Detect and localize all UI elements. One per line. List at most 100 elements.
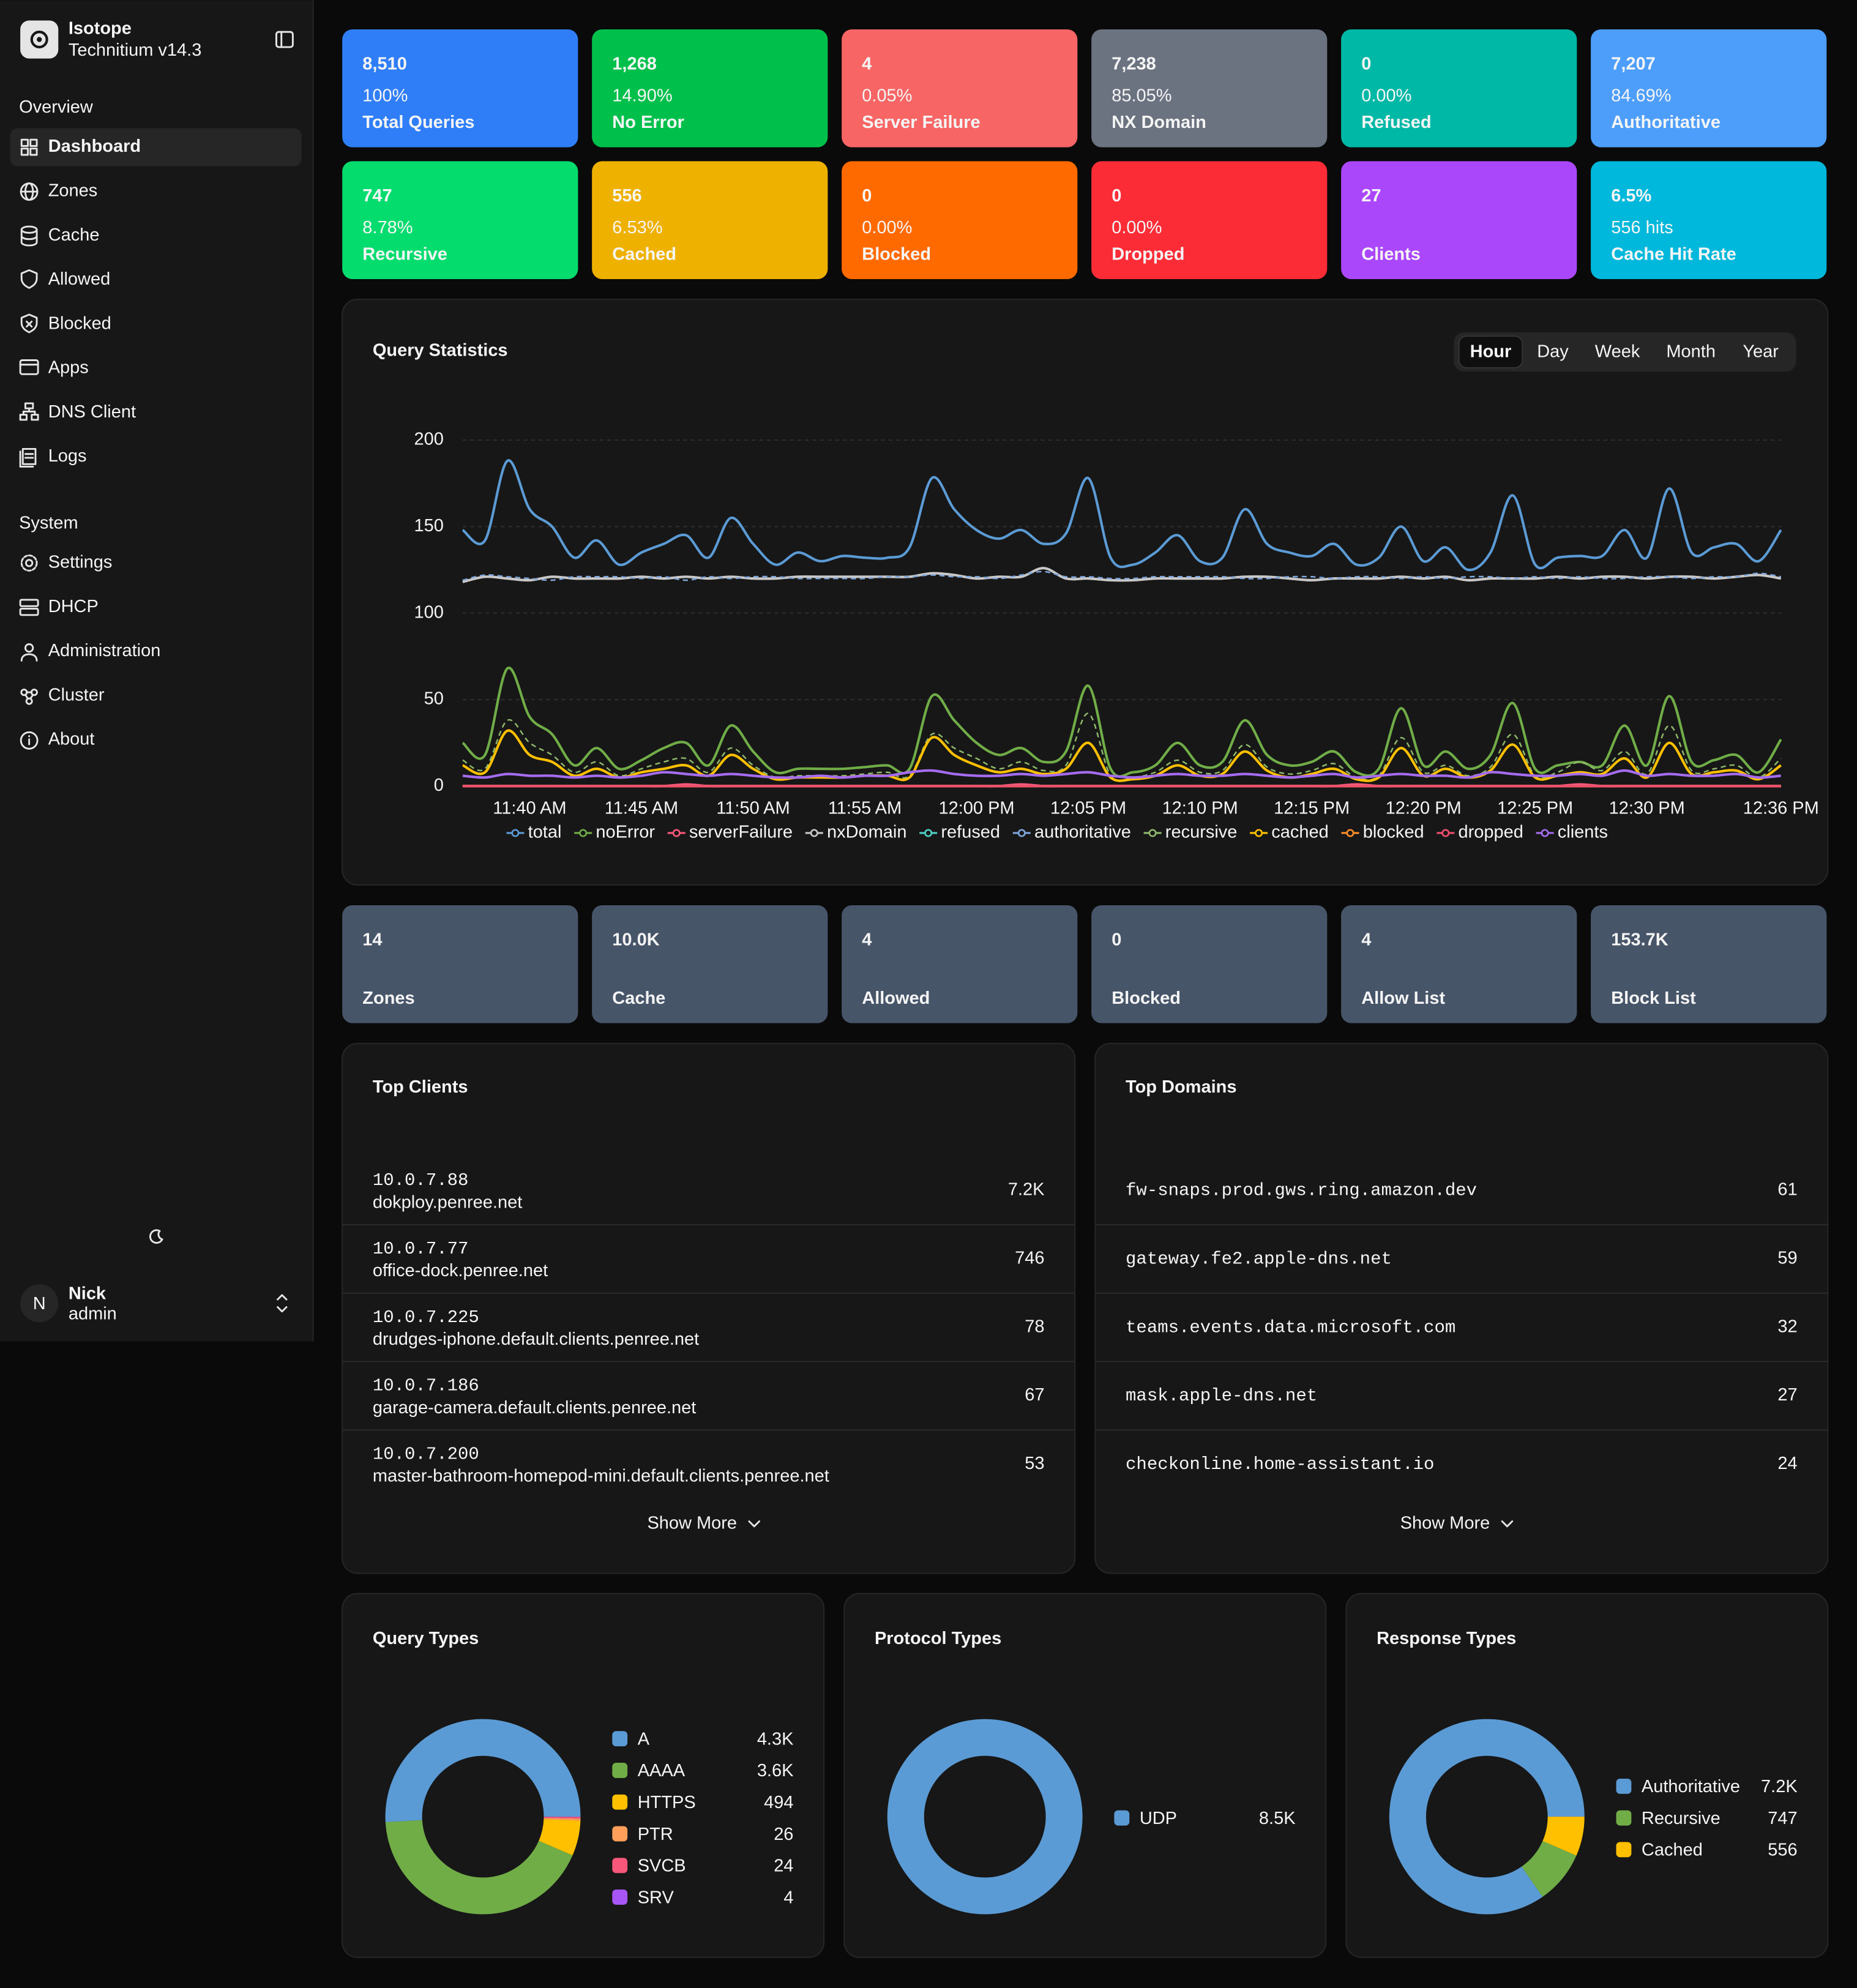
stat-card: [342, 29, 578, 148]
row-count: 746: [1015, 1248, 1044, 1268]
y-tick-label: 150: [414, 516, 443, 536]
legend-swatch: [612, 1763, 628, 1778]
nav-item[interactable]: Cluster: [48, 685, 105, 704]
row-count: 32: [1777, 1317, 1797, 1336]
nav-item[interactable]: Zones: [48, 181, 98, 201]
avatar: [20, 1284, 59, 1323]
nav-item[interactable]: Administration: [48, 641, 161, 660]
chevron: [1501, 1520, 1514, 1528]
nav-item[interactable]: Settings: [48, 553, 113, 572]
stat-label: NX Domain: [1112, 113, 1206, 132]
range-tab[interactable]: Week: [1595, 342, 1640, 362]
nav-item[interactable]: Dashboard: [48, 136, 141, 156]
legend-swatch: [612, 1889, 628, 1905]
legend-item[interactable]: total: [506, 823, 561, 842]
stat-detail: 6.53%: [612, 218, 662, 237]
stat-label: Server Failure: [862, 113, 980, 132]
legend-item[interactable]: serverFailure: [667, 823, 793, 842]
user-menu[interactable]: [277, 1294, 288, 1313]
range-tab[interactable]: Day: [1537, 342, 1569, 362]
legend-item[interactable]: refused: [919, 823, 1000, 842]
legend: total noError serverFailure nxDomain refused…: [506, 823, 1608, 842]
legend-marker: [1255, 829, 1263, 837]
nav-item[interactable]: DHCP: [48, 597, 99, 616]
legend-item[interactable]: nxDomain: [805, 823, 907, 842]
legend-value: 494: [764, 1793, 793, 1812]
range-tab[interactable]: Hour: [1470, 342, 1512, 362]
range-tab[interactable]: Month: [1666, 342, 1716, 362]
donut-segment: [1389, 1719, 1585, 1915]
x-tick-label: 12:25 PM: [1497, 798, 1573, 818]
stat-card: [342, 161, 578, 279]
stat-value: 8,510: [362, 54, 407, 74]
legend-label: total: [528, 823, 562, 842]
show-more[interactable]: Show More: [647, 1513, 737, 1533]
nav-section-label: System: [19, 513, 78, 532]
domain-name: checkonline.home-assistant.io: [1126, 1454, 1434, 1474]
nav-item[interactable]: About: [48, 730, 95, 749]
summary-value: 4: [862, 930, 872, 950]
nav-item[interactable]: Logs: [48, 446, 87, 466]
legend-item[interactable]: authoritative: [1012, 823, 1131, 842]
stat-card: [842, 29, 1078, 148]
stat-label: Total Queries: [362, 113, 474, 132]
series-line: [462, 570, 1781, 581]
legend-label: AAAA: [638, 1761, 686, 1781]
row-count: 53: [1025, 1454, 1044, 1473]
stat-detail: 0.00%: [1112, 218, 1162, 237]
card: [342, 299, 1829, 886]
nav-icons: [19, 138, 39, 750]
stat-detail: 84.69%: [1611, 86, 1671, 105]
legend-swatch: [612, 1826, 628, 1842]
legend-label: UDP: [1140, 1809, 1177, 1828]
card-title: Query Types: [373, 1629, 479, 1648]
summary-label: Cache: [612, 988, 665, 1008]
legend-item[interactable]: dropped: [1437, 823, 1523, 842]
nav-item[interactable]: Apps: [48, 358, 89, 378]
legend-marker: [511, 829, 520, 837]
card: [843, 1593, 1327, 1958]
donut-segment: [539, 1819, 581, 1856]
nav-item[interactable]: Allowed: [48, 269, 111, 289]
legend-item[interactable]: blocked: [1341, 823, 1424, 842]
show-more[interactable]: Show More: [1400, 1513, 1490, 1533]
client-host: drudges-iphone.default.clients.penree.ne…: [373, 1329, 699, 1349]
stat-label: Authoritative: [1611, 113, 1721, 132]
x-tick-label: 11:55 AM: [828, 798, 902, 818]
summary-value: 4: [1361, 930, 1371, 950]
series-line: [461, 459, 1782, 572]
legend-marker: [1148, 829, 1157, 837]
nav-item[interactable]: Cache: [48, 225, 100, 245]
x-tick-label: 12:20 PM: [1386, 798, 1462, 818]
range-tab[interactable]: Year: [1743, 342, 1779, 362]
legend-marker: [1346, 829, 1354, 837]
series-line: [462, 567, 1782, 583]
stat-label: Clients: [1361, 244, 1421, 264]
summary-card: [842, 905, 1078, 1023]
legend-item[interactable]: clients: [1536, 823, 1608, 842]
legend-label: dropped: [1459, 823, 1523, 842]
nav-item[interactable]: Blocked: [48, 313, 111, 333]
stat-detail: 85.05%: [1112, 86, 1171, 105]
stat-value: 1,268: [612, 54, 657, 74]
card-title: Top Clients: [373, 1077, 468, 1097]
x-tick-label: 11:50 AM: [716, 798, 790, 818]
x-tick-label: 12:36 PM: [1743, 798, 1819, 818]
sidebar-toggle[interactable]: [275, 31, 294, 48]
brand: Isotope: [69, 19, 132, 39]
legend-value: 7.2K: [1761, 1777, 1798, 1796]
legend-label: HTTPS: [638, 1793, 696, 1812]
nav-item[interactable]: DNS Client: [48, 402, 136, 422]
legend-item[interactable]: noError: [574, 823, 655, 842]
legend-item[interactable]: recursive: [1143, 823, 1238, 842]
row-count: 24: [1777, 1454, 1797, 1473]
legend-item[interactable]: cached: [1250, 823, 1329, 842]
stat-value: 27: [1361, 186, 1381, 206]
summary-value: 153.7K: [1611, 930, 1668, 950]
theme-toggle[interactable]: [149, 1229, 163, 1244]
nav-section-label: Overview: [19, 97, 93, 117]
stat-value: 7,207: [1611, 54, 1656, 74]
legend-label: noError: [596, 823, 655, 842]
row-count: 59: [1777, 1248, 1797, 1268]
card: [1345, 1593, 1829, 1958]
